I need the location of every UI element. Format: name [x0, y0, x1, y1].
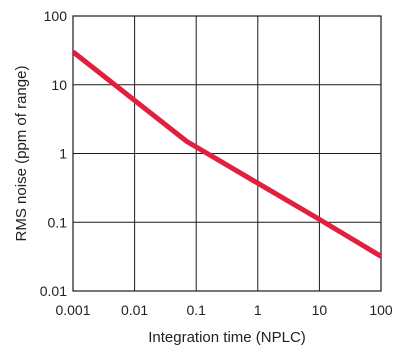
x-tick-label-2: 0.1 — [186, 302, 206, 318]
x-axis-label: Integration time (NPLC) — [148, 329, 306, 346]
x-tick-label-5: 100 — [369, 302, 393, 318]
y-axis-label: RMS noise (ppm of range) — [13, 66, 30, 242]
y-tick-labels: 0.01 0.1 1 10 100 — [40, 8, 67, 299]
y-tick-label-1: 0.1 — [48, 214, 68, 230]
series-line-0 — [71, 49, 383, 259]
chart-grid — [72, 15, 382, 292]
x-tick-label-4: 10 — [312, 302, 328, 318]
x-tick-labels: 0.001 0.01 0.1 1 10 100 — [55, 302, 392, 318]
plot-frame — [72, 15, 382, 292]
x-tick-label-1: 0.01 — [121, 302, 148, 318]
y-tick-label-3: 10 — [51, 77, 67, 93]
x-tick-label-0: 0.001 — [55, 302, 90, 318]
y-tick-label-4: 100 — [44, 8, 68, 24]
x-tick-label-3: 1 — [254, 302, 262, 318]
y-tick-label-0: 0.01 — [40, 283, 67, 299]
chart-series — [71, 49, 383, 259]
y-tick-label-2: 1 — [59, 146, 67, 162]
